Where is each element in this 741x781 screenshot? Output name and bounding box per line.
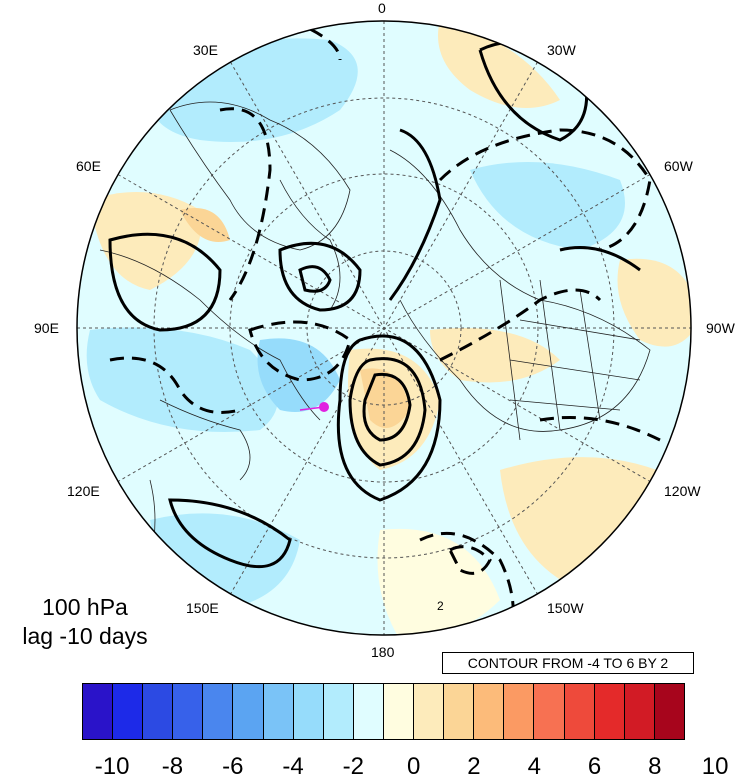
lon-label-120w: 120W	[664, 483, 701, 499]
colorbar-cell	[504, 684, 535, 739]
pressure-level-title: 100 hPa	[42, 594, 128, 620]
colorbar-tick-label: 2	[467, 753, 481, 780]
colorbar-cell	[323, 684, 354, 739]
colorbar-cell	[83, 684, 114, 739]
colorbar-tick-label: -4	[282, 753, 304, 780]
colorbar-cell	[293, 684, 324, 739]
colorbar-cell	[594, 684, 625, 739]
lon-label-150w: 150W	[547, 600, 584, 616]
contour-label: 2	[437, 599, 444, 613]
lon-label-30w: 30W	[547, 42, 576, 58]
lon-label-90w: 90W	[706, 320, 735, 336]
colorbar-cell	[474, 684, 505, 739]
colorbar-tick-label: 6	[587, 753, 602, 780]
colorbar-cell	[624, 684, 655, 739]
lon-label-60e: 60E	[76, 158, 101, 174]
lon-label-60w: 60W	[664, 158, 693, 174]
marker-line	[299, 406, 325, 411]
colorbar-cell	[353, 684, 384, 739]
colorbar-tick-label: -2	[342, 753, 365, 780]
lon-label-150e: 150E	[186, 600, 219, 616]
colorbar-tick-label: -10	[94, 753, 130, 780]
contour-lines	[108, 40, 641, 569]
colorbar-cell	[113, 684, 144, 739]
colorbar-cell	[263, 684, 294, 739]
anomaly-shading	[86, 21, 691, 635]
map-border	[76, 20, 692, 636]
colorbar-cell	[654, 684, 684, 739]
colorbar-cell	[233, 684, 264, 739]
polar-map: 2	[76, 20, 692, 636]
lon-label-90e: 90E	[34, 320, 59, 336]
colorbar-tick-label: 4	[527, 753, 541, 780]
colorbar-tick-label: -6	[222, 753, 244, 780]
colorbar-cell	[534, 684, 565, 739]
dashed-contour-lines	[109, 21, 661, 635]
lon-label-0: 0	[378, 0, 386, 16]
colorbar	[82, 683, 685, 740]
contour-info-box: CONTOUR FROM -4 TO 6 BY 2	[442, 652, 694, 674]
colorbar-tick-label: -8	[161, 753, 184, 780]
colorbar-tick-label: 0	[406, 753, 421, 780]
lon-label-180: 180	[371, 644, 395, 660]
colorbar-cell	[414, 684, 445, 739]
colorbar-cell	[203, 684, 234, 739]
colorbar-cell	[564, 684, 595, 739]
lon-label-30e: 30E	[193, 42, 218, 58]
colorbar-cell	[143, 684, 174, 739]
lon-label-120e: 120E	[67, 483, 100, 499]
lag-title: lag -10 days	[22, 623, 148, 649]
colorbar-tick-label: 10	[701, 753, 729, 780]
colorbar-cell	[444, 684, 475, 739]
colorbar-cell	[173, 684, 204, 739]
colorbar-tick-label: 8	[648, 753, 662, 780]
colorbar-cell	[383, 684, 415, 739]
